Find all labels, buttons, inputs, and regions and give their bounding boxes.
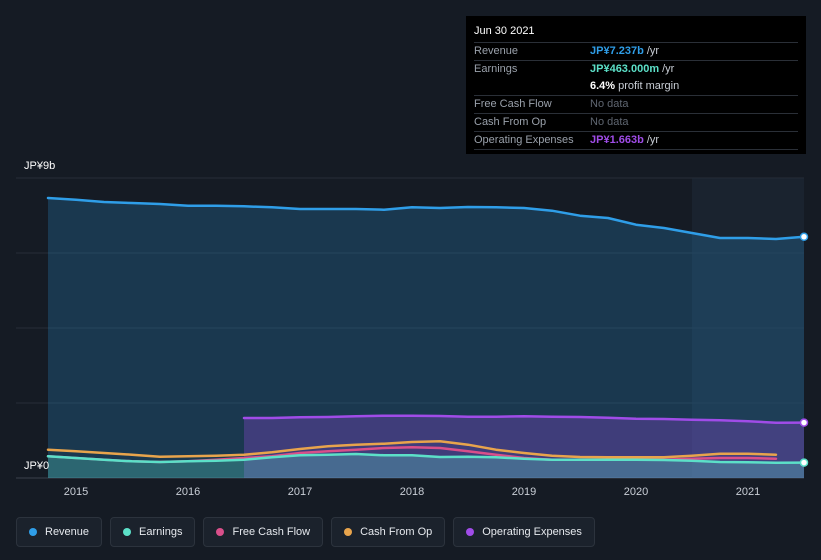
data-tooltip: Jun 30 2021 Revenue JP¥7.237b /yr Earnin… — [466, 16, 806, 154]
legend-item-cash-from-op[interactable]: Cash From Op — [331, 517, 446, 547]
chart-legend: Revenue Earnings Free Cash Flow Cash Fro… — [16, 517, 595, 549]
tooltip-row-margin: 6.4% profit margin — [474, 78, 798, 96]
x-tick-label: 2018 — [400, 486, 424, 498]
legend-label: Free Cash Flow — [232, 526, 311, 538]
tooltip-value-opex: JP¥1.663b — [590, 134, 644, 146]
highlight-region — [692, 178, 804, 478]
circle-dot-icon — [123, 528, 132, 536]
revenue-end-marker — [799, 232, 809, 242]
x-tick-label: 2016 — [176, 486, 200, 498]
tooltip-row-revenue: Revenue JP¥7.237b /yr — [474, 43, 798, 61]
tooltip-row-earnings: Earnings JP¥463.000m /yr — [474, 61, 798, 78]
cash-from-op-line — [46, 440, 778, 459]
operating-expenses-end-marker — [799, 418, 809, 427]
earnings-end-marker — [799, 458, 809, 467]
tooltip-label: Free Cash Flow — [474, 98, 552, 110]
earnings-line — [46, 452, 806, 464]
legend-item-revenue[interactable]: Revenue — [16, 517, 103, 547]
legend-item-free-cash-flow[interactable]: Free Cash Flow — [203, 517, 324, 547]
tooltip-unit: profit margin — [618, 80, 680, 92]
legend-item-operating-expenses[interactable]: Operating Expenses — [453, 517, 595, 547]
y-axis-top-label: JP¥9b — [24, 160, 56, 172]
tooltip-unit: /yr — [662, 63, 675, 75]
legend-label: Cash From Op — [360, 526, 433, 538]
tooltip-label: Revenue — [474, 45, 519, 57]
circle-dot-icon — [344, 528, 353, 536]
tooltip-value-earnings: JP¥463.000m — [590, 63, 660, 75]
legend-label: Revenue — [45, 526, 90, 538]
tooltip-row-opex: Operating Expenses JP¥1.663b /yr — [474, 132, 798, 150]
x-tick-label: 2017 — [288, 486, 312, 498]
tooltip-label: Earnings — [474, 63, 518, 75]
tooltip-unit: /yr — [646, 45, 660, 57]
tooltip-unit: /yr — [646, 134, 660, 146]
tooltip-date: Jun 30 2021 — [474, 24, 798, 43]
circle-dot-icon — [29, 528, 37, 536]
tooltip-value-revenue: JP¥7.237b — [590, 45, 644, 57]
tooltip-label: Operating Expenses — [474, 134, 574, 146]
tooltip-label: Cash From Op — [474, 116, 547, 128]
legend-label: Earnings — [139, 526, 183, 538]
circle-dot-icon — [216, 528, 225, 536]
x-tick-label: 2019 — [512, 486, 536, 498]
tooltip-value-fcf: No data — [590, 98, 629, 110]
operating-expenses-line — [242, 414, 806, 424]
revenue-area — [48, 198, 804, 478]
legend-label: Operating Expenses — [482, 526, 582, 538]
x-tick-label: 2015 — [64, 486, 88, 498]
legend-item-earnings[interactable]: Earnings — [110, 517, 196, 547]
y-axis-bottom-label: JP¥0 — [24, 460, 50, 472]
circle-dot-icon — [466, 528, 475, 536]
tooltip-row-fcf: Free Cash Flow No data — [474, 96, 798, 114]
tooltip-value-margin: 6.4% — [590, 80, 616, 92]
x-tick-label: 2021 — [736, 486, 760, 498]
revenue-line — [46, 196, 806, 241]
operating-expenses-area — [244, 415, 804, 478]
tooltip-label — [474, 78, 590, 95]
tooltip-value-cfo: No data — [590, 116, 629, 128]
x-tick-label: 2020 — [624, 486, 648, 498]
tooltip-row-cfo: Cash From Op No data — [474, 114, 798, 132]
